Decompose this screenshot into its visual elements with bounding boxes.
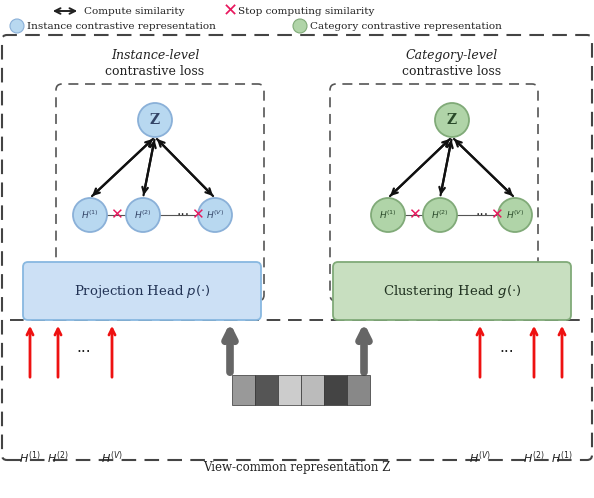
Text: ✕: ✕ xyxy=(110,208,123,223)
Circle shape xyxy=(498,198,532,232)
Text: ···: ··· xyxy=(77,345,91,360)
Circle shape xyxy=(423,198,457,232)
Text: $H^{(2)}$: $H^{(2)}$ xyxy=(134,209,152,221)
Text: $H^{(V)}$: $H^{(V)}$ xyxy=(206,209,224,221)
Circle shape xyxy=(126,198,160,232)
Bar xyxy=(347,375,370,405)
Text: $H^{(V)}$: $H^{(V)}$ xyxy=(506,209,524,221)
Bar xyxy=(255,375,278,405)
Bar xyxy=(232,375,255,405)
Text: Z: Z xyxy=(447,113,457,127)
Bar xyxy=(278,375,301,405)
Text: ···: ··· xyxy=(475,208,488,222)
Circle shape xyxy=(73,198,107,232)
Text: Instance contrastive representation: Instance contrastive representation xyxy=(27,21,216,30)
Circle shape xyxy=(293,19,307,33)
Text: $H^{(1)}$: $H^{(1)}$ xyxy=(379,209,397,221)
Text: Category-level: Category-level xyxy=(406,48,498,61)
Text: ✕: ✕ xyxy=(489,208,503,223)
Text: ✕: ✕ xyxy=(222,2,238,20)
Circle shape xyxy=(10,19,24,33)
Text: Stop computing similarity: Stop computing similarity xyxy=(238,6,374,15)
Text: $H^{(2)}$: $H^{(2)}$ xyxy=(523,450,545,466)
Text: $H^{(V)}$: $H^{(V)}$ xyxy=(101,450,123,466)
Circle shape xyxy=(371,198,405,232)
Bar xyxy=(324,375,347,405)
Circle shape xyxy=(198,198,232,232)
Text: Category contrastive representation: Category contrastive representation xyxy=(310,21,502,30)
Bar xyxy=(301,375,324,405)
Text: $H^{(1)}$: $H^{(1)}$ xyxy=(551,450,573,466)
Text: ···: ··· xyxy=(500,345,514,360)
Text: $H^{(1)}$: $H^{(1)}$ xyxy=(19,450,41,466)
Text: Instance-level: Instance-level xyxy=(111,48,199,61)
FancyBboxPatch shape xyxy=(23,262,261,320)
Text: View-common representation Z: View-common representation Z xyxy=(203,462,391,475)
Text: $H^{(V)}$: $H^{(V)}$ xyxy=(469,450,491,466)
Text: ✕: ✕ xyxy=(191,208,203,223)
FancyBboxPatch shape xyxy=(333,262,571,320)
Text: contrastive loss: contrastive loss xyxy=(403,65,501,78)
Text: Clustering Head $g(\cdot)$: Clustering Head $g(\cdot)$ xyxy=(383,282,521,299)
Text: $H^{(1)}$: $H^{(1)}$ xyxy=(81,209,99,221)
Text: contrastive loss: contrastive loss xyxy=(106,65,204,78)
Text: $H^{(2)}$: $H^{(2)}$ xyxy=(48,450,69,466)
Text: ···: ··· xyxy=(176,208,189,222)
Text: ✕: ✕ xyxy=(407,208,421,223)
Circle shape xyxy=(138,103,172,137)
Text: Projection Head $p(\cdot)$: Projection Head $p(\cdot)$ xyxy=(74,282,210,299)
Circle shape xyxy=(435,103,469,137)
Text: $H^{(2)}$: $H^{(2)}$ xyxy=(431,209,449,221)
Text: Compute similarity: Compute similarity xyxy=(84,6,185,15)
Text: Z: Z xyxy=(150,113,160,127)
